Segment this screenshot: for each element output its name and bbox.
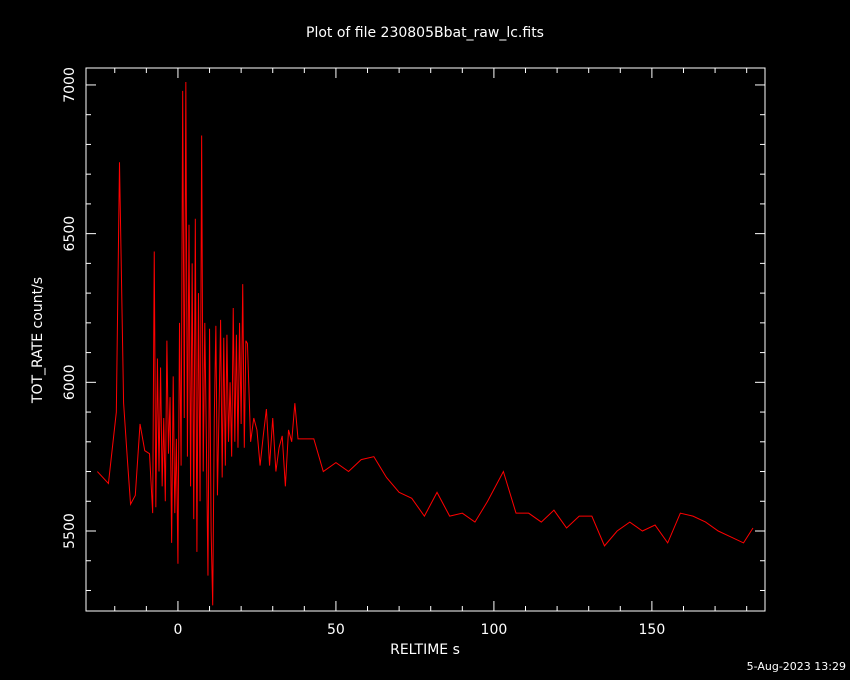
y-tick-label: 6500	[62, 216, 78, 252]
x-axis-label: RELTIME s	[390, 642, 460, 658]
y-axis-label: TOT_RATE count/s	[30, 277, 46, 404]
plot-frame	[85, 67, 766, 612]
data-line	[97, 81, 754, 606]
x-tick-label: 150	[639, 622, 666, 638]
x-tick-label: 0	[173, 622, 182, 638]
y-tick-label: 6000	[62, 365, 78, 401]
footer-timestamp: 5-Aug-2023 13:29	[747, 660, 846, 673]
chart-title: Plot of file 230805Bbat_raw_lc.fits	[306, 25, 544, 41]
x-tick-label: 100	[481, 622, 508, 638]
y-tick-label: 7000	[62, 67, 78, 103]
y-tick-label: 5500	[62, 513, 78, 549]
x-tick-label: 50	[327, 622, 345, 638]
